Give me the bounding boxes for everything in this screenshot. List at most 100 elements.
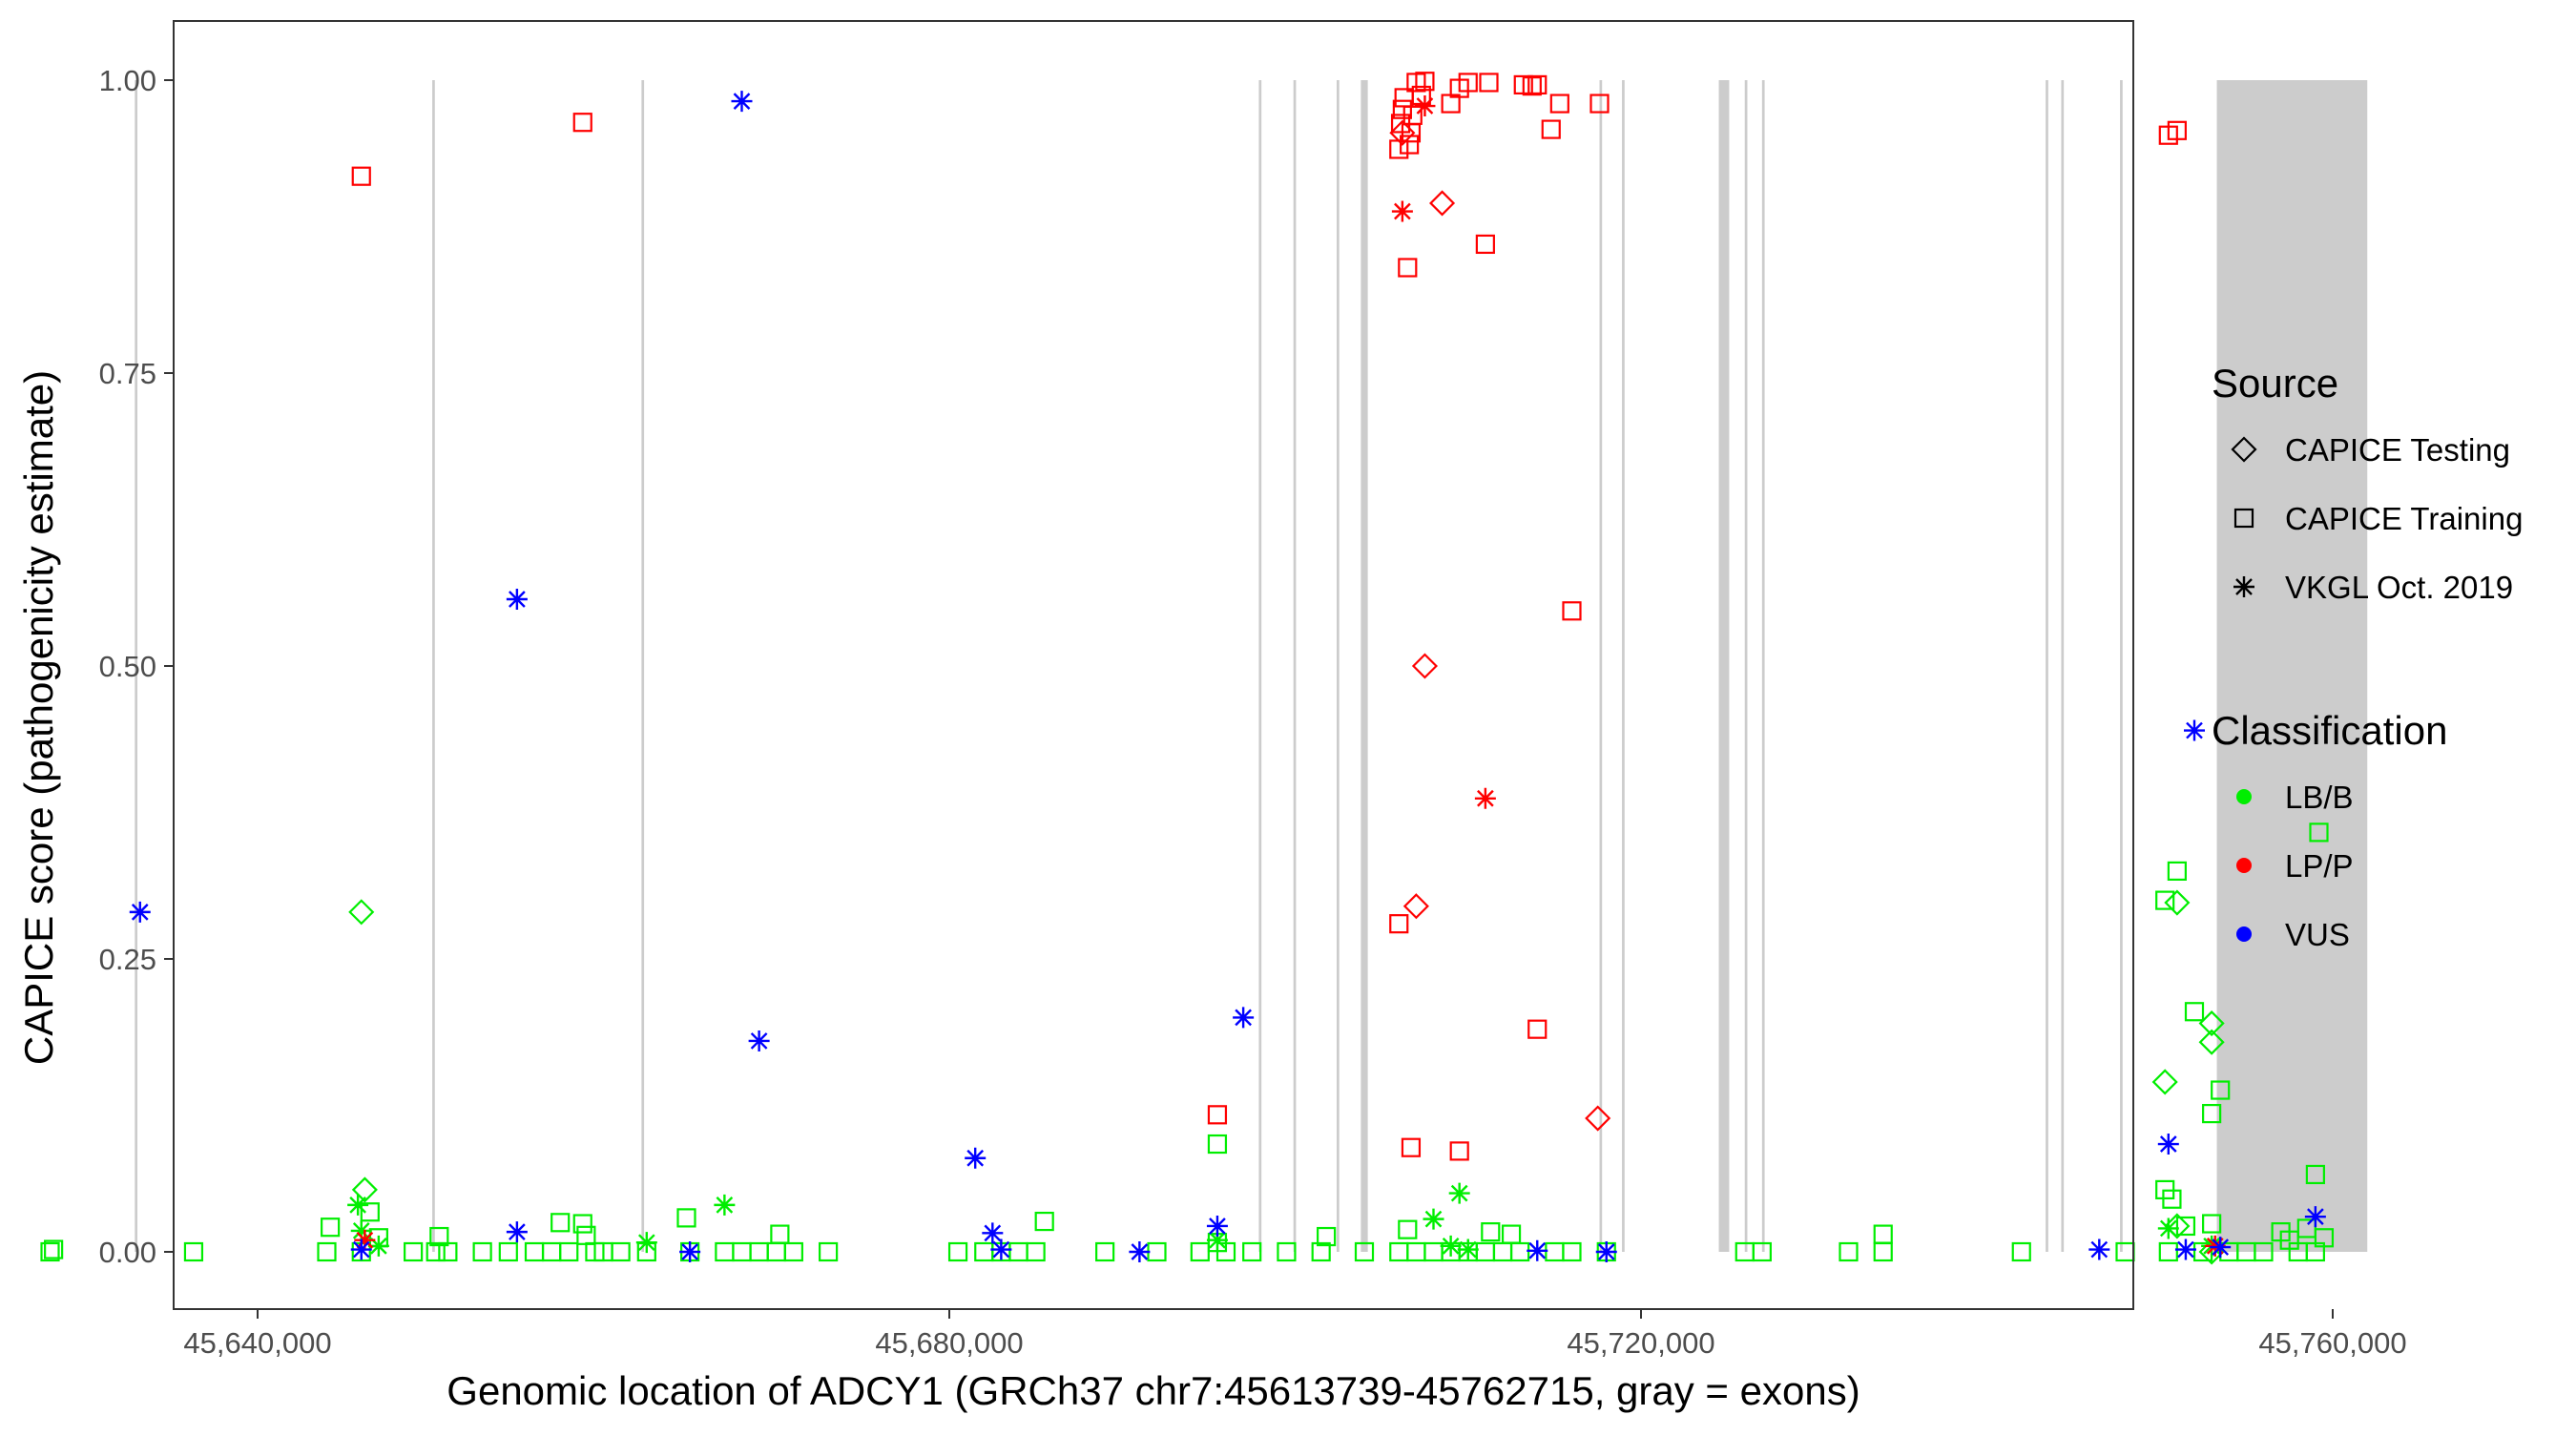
data-point bbox=[748, 1030, 770, 1051]
data-point bbox=[2157, 1134, 2179, 1155]
data-point bbox=[498, 1241, 518, 1262]
data-point bbox=[350, 1238, 372, 1260]
data-point bbox=[1354, 1241, 1375, 1262]
data-point bbox=[1206, 1215, 1228, 1237]
data-point bbox=[1207, 1134, 1228, 1155]
data-point bbox=[317, 1241, 337, 1262]
data-point bbox=[1423, 1208, 1444, 1230]
data-point bbox=[1449, 1141, 1469, 1161]
data-point bbox=[1527, 74, 1548, 95]
data-point bbox=[40, 1241, 60, 1262]
data-point bbox=[1527, 1019, 1548, 1039]
data-point bbox=[1549, 94, 1569, 114]
legend-source-label: CAPICE Testing bbox=[2285, 432, 2510, 468]
exon-band bbox=[2046, 80, 2048, 1252]
series-capice-training-lp-p bbox=[351, 72, 2187, 1161]
legend-classification-items: LB/B LP/P VUS bbox=[2236, 780, 2354, 952]
data-point bbox=[2175, 1216, 2196, 1237]
data-point bbox=[611, 1241, 631, 1262]
data-point bbox=[990, 1238, 1012, 1260]
data-point bbox=[1401, 1137, 1422, 1157]
data-point bbox=[1458, 73, 1478, 93]
data-point bbox=[472, 1241, 492, 1262]
data-point bbox=[1317, 1226, 1337, 1247]
data-point bbox=[1411, 653, 1438, 679]
data-point bbox=[1215, 1241, 1236, 1262]
data-point bbox=[348, 899, 375, 926]
data-point bbox=[1389, 119, 1416, 146]
series-capice-testing-lp-p bbox=[1389, 119, 1611, 1132]
x-tick-label: 45,720,000 bbox=[1567, 1326, 1714, 1360]
exon-band bbox=[1337, 80, 1340, 1252]
data-point bbox=[819, 1241, 839, 1262]
data-point bbox=[2202, 1214, 2222, 1234]
data-point bbox=[1311, 1241, 1331, 1262]
data-point bbox=[1562, 1241, 1582, 1262]
data-point bbox=[2011, 1241, 2031, 1262]
data-point bbox=[426, 1241, 446, 1262]
data-point bbox=[2210, 1237, 2232, 1259]
data-point bbox=[1233, 1007, 1255, 1029]
data-point bbox=[183, 1241, 204, 1262]
data-point bbox=[1277, 1241, 1297, 1262]
data-point bbox=[731, 91, 753, 113]
data-point bbox=[351, 166, 371, 186]
legend-source-key bbox=[2233, 576, 2254, 597]
data-point bbox=[2198, 1029, 2225, 1055]
data-point bbox=[1026, 1241, 1046, 1262]
data-point bbox=[2211, 1080, 2231, 1100]
legend-source-items: CAPICE Testing CAPICE Training VKGL Oct. 2… bbox=[2231, 432, 2523, 605]
data-point bbox=[506, 589, 528, 611]
data-point bbox=[2164, 889, 2191, 916]
data-point bbox=[347, 1194, 369, 1216]
data-point bbox=[947, 1241, 968, 1262]
legend-classification-label: LP/P bbox=[2285, 848, 2354, 884]
data-point bbox=[1392, 99, 1412, 119]
data-point bbox=[1510, 1241, 1530, 1262]
series-capice-training-lb-b bbox=[40, 822, 2335, 1262]
legend-source-title: Source bbox=[2212, 361, 2338, 406]
x-tick-label: 45,680,000 bbox=[875, 1326, 1023, 1360]
legend-classification-title: Classification bbox=[2212, 708, 2447, 753]
x-axis-title: Genomic location of ADCY1 (GRCh37 chr7:4… bbox=[447, 1368, 1859, 1413]
data-point bbox=[714, 1194, 736, 1216]
data-point bbox=[1474, 787, 1496, 809]
x-axis-ticks: 45,640,000 45,680,000 45,720,000 45,760,000 bbox=[183, 1309, 2407, 1360]
exon-band bbox=[1718, 80, 1730, 1252]
data-point bbox=[2184, 719, 2205, 741]
data-point bbox=[2088, 1238, 2110, 1260]
data-point bbox=[2151, 1069, 2178, 1095]
exon-band bbox=[135, 80, 138, 1252]
exon-band bbox=[1599, 80, 1603, 1252]
y-tick-label: 0.75 bbox=[99, 357, 156, 390]
legend-source-label: VKGL Oct. 2019 bbox=[2285, 570, 2513, 605]
exon-band bbox=[1622, 80, 1625, 1252]
data-point bbox=[2155, 890, 2175, 910]
legend-classification-label: VUS bbox=[2285, 917, 2350, 952]
data-point bbox=[982, 1222, 1004, 1244]
y-tick-label: 1.00 bbox=[99, 64, 156, 97]
data-point bbox=[572, 1214, 592, 1234]
data-point bbox=[354, 1229, 376, 1251]
data-point bbox=[1415, 72, 1435, 92]
data-point bbox=[1429, 190, 1456, 217]
data-point bbox=[1457, 1238, 1479, 1260]
data-point bbox=[2305, 1164, 2325, 1185]
data-point bbox=[438, 1241, 458, 1262]
y-tick-label: 0.00 bbox=[99, 1236, 156, 1269]
data-point bbox=[1398, 258, 1418, 278]
data-point bbox=[572, 113, 592, 133]
data-point bbox=[1589, 94, 1610, 114]
data-point bbox=[783, 1241, 803, 1262]
data-point bbox=[1522, 76, 1542, 96]
legend-classification-key bbox=[2236, 789, 2252, 804]
data-point bbox=[2162, 1189, 2182, 1209]
legend-source-key bbox=[2233, 508, 2254, 529]
data-point bbox=[1129, 1241, 1151, 1262]
data-point bbox=[2314, 1228, 2335, 1248]
data-point bbox=[1839, 1241, 1859, 1262]
data-point bbox=[1095, 1241, 1115, 1262]
x-tick-label: 45,640,000 bbox=[183, 1326, 331, 1360]
